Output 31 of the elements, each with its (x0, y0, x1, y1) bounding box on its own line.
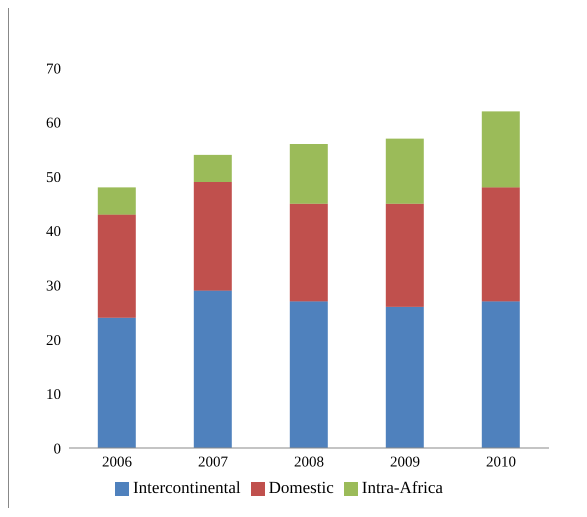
y-tick-label: 70 (46, 61, 61, 78)
bar (482, 187, 520, 302)
bar (194, 182, 232, 291)
y-tick-label: 30 (46, 278, 61, 294)
bar (98, 318, 136, 448)
y-tick-label: 20 (46, 332, 61, 349)
bar (194, 154, 232, 182)
y-tick-label: 0 (54, 441, 61, 458)
bar (482, 111, 520, 188)
bar (290, 204, 328, 302)
x-tick-label: 2006 (102, 454, 132, 471)
legend-label: Domestic (268, 478, 334, 497)
bar (98, 187, 136, 215)
x-tick-label: 2008 (294, 454, 324, 471)
bar (482, 301, 520, 448)
bar (386, 306, 424, 448)
x-tick-label: 2007 (198, 454, 228, 471)
bar (386, 204, 424, 307)
bar (386, 138, 424, 204)
y-tick-label: 50 (46, 170, 61, 186)
legend-label: Intra-Africa (362, 478, 443, 497)
y-tick-label: 60 (46, 116, 61, 132)
bar (98, 214, 136, 318)
bar (194, 290, 232, 448)
legend-label: Intercontinental (133, 478, 241, 497)
x-tick-label: 2009 (390, 454, 420, 471)
y-tick-label: 10 (46, 387, 61, 404)
y-tick-label: 40 (46, 224, 61, 240)
x-tick-label: 2010 (486, 454, 516, 471)
bar (290, 301, 328, 448)
bar (290, 144, 328, 204)
